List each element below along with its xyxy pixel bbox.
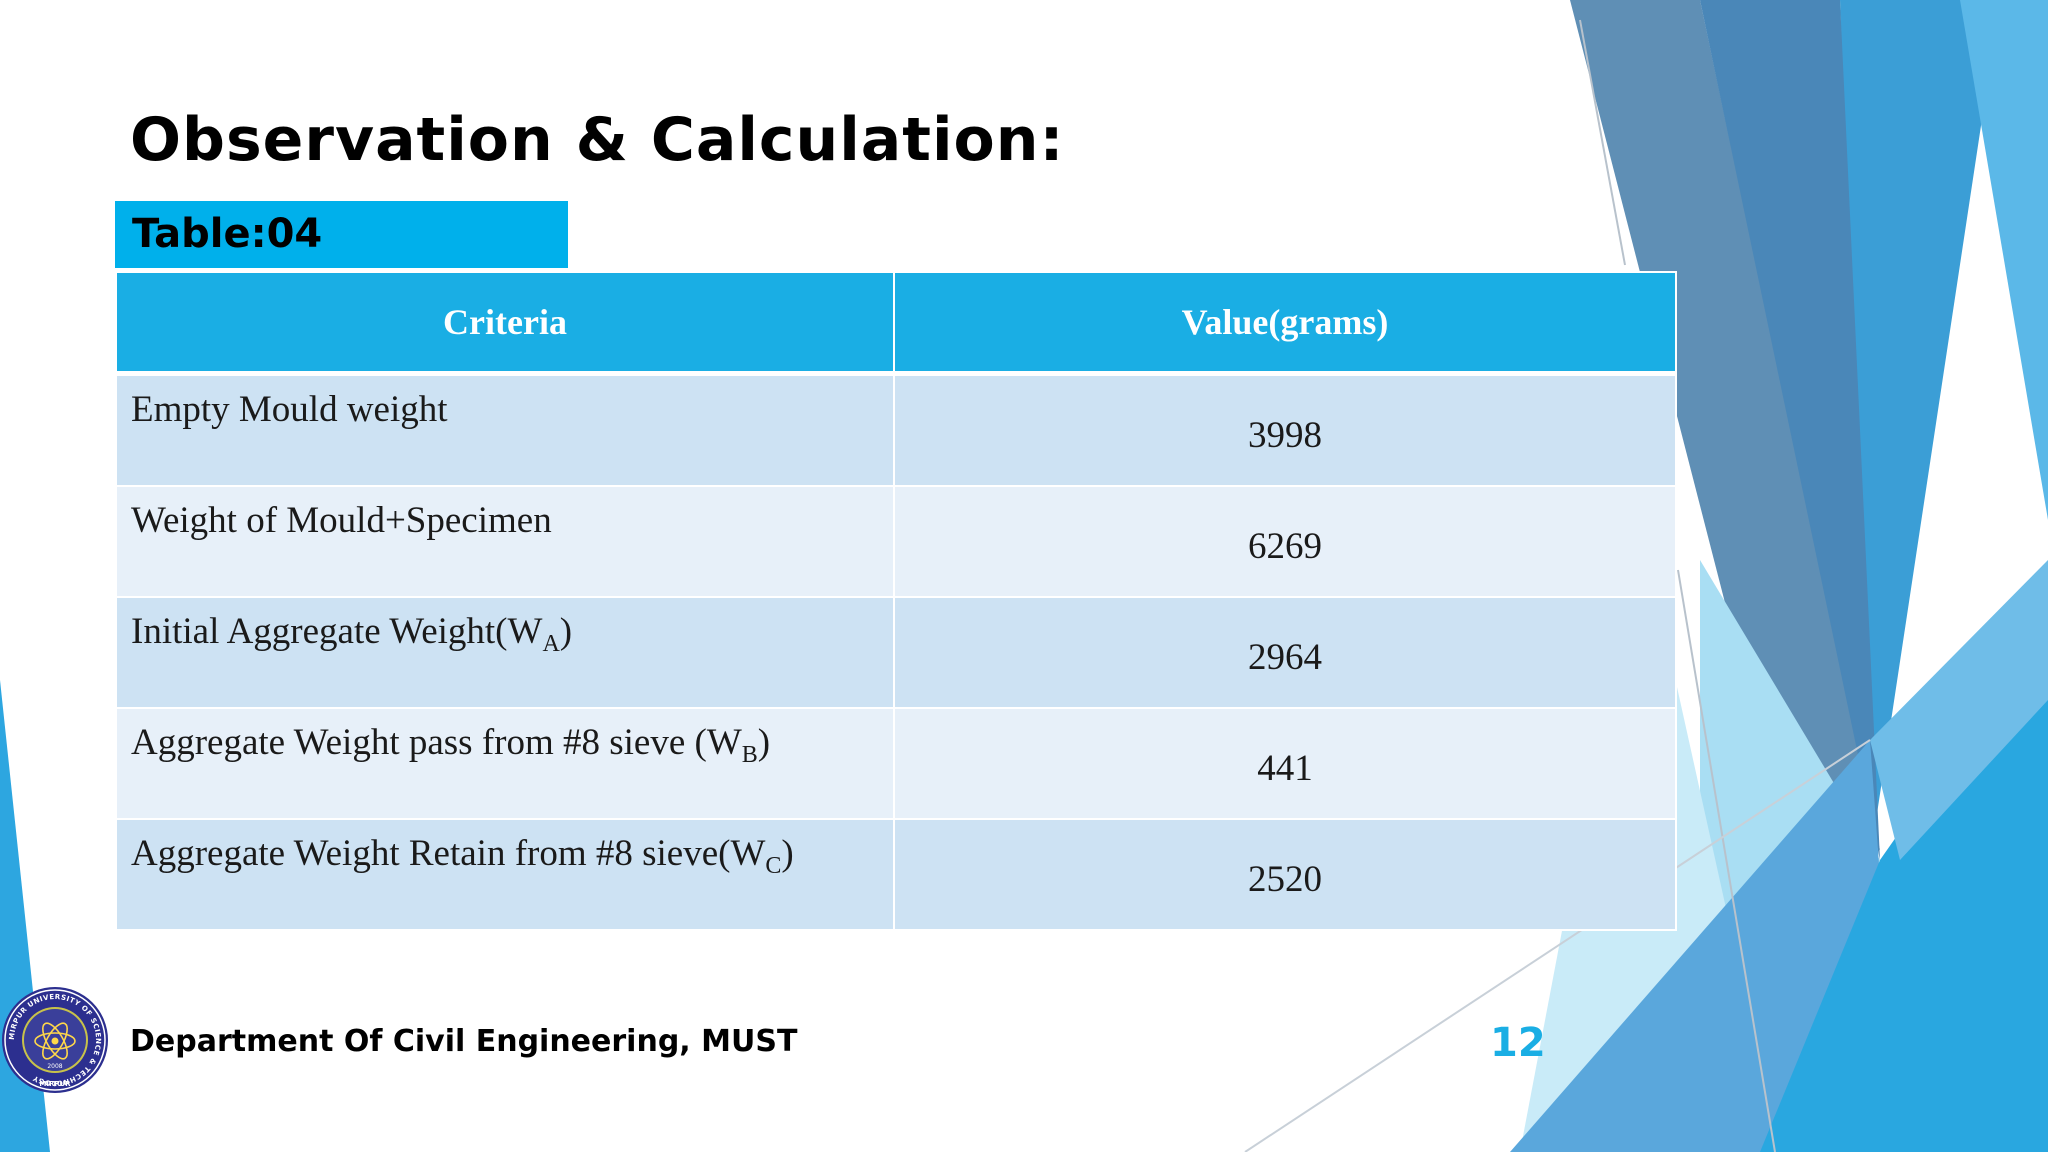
university-logo: MIRPUR UNIVERSITY OF SCIENCE & TECHNOLOG… [2,987,108,1093]
page-number: 12 [1490,1020,1546,1066]
footer-department: Department Of Civil Engineering, MUST [130,1024,798,1059]
criteria-cell: Initial Aggregate Weight(WA) [115,596,895,709]
logo-bottom-text: MIRPUR [39,1080,71,1088]
criteria-text: Aggregate Weight pass from #8 sieve (W [131,722,742,763]
criteria-cell: Weight of Mould+Specimen [115,485,895,598]
logo-year: 2008 [47,1063,62,1070]
atom-icon [34,1022,76,1060]
slide-title: Observation & Calculation: [130,105,1065,175]
criteria-subscript: C [765,853,782,879]
table-row: Empty Mould weight 3998 [115,372,1677,487]
criteria-subscript: B [741,742,758,768]
criteria-text: Initial Aggregate Weight(W [131,611,543,652]
criteria-text: Aggregate Weight Retain from #8 sieve(W [131,833,766,874]
value-cell: 6269 [893,485,1677,598]
observation-table: Criteria Value(grams) Empty Mould weight… [115,271,1677,931]
table-row: Weight of Mould+Specimen 6269 [115,485,1677,598]
criteria-subscript: A [542,631,560,657]
table-header-row: Criteria Value(grams) [115,271,1677,376]
table-tag: Table:04 [115,201,568,268]
value-cell: 3998 [893,372,1677,487]
value-cell: 441 [893,707,1677,820]
value-cell: 2964 [893,596,1677,709]
header-criteria: Criteria [115,271,895,376]
criteria-close: ) [559,611,573,652]
table-row: Aggregate Weight Retain from #8 sieve(WC… [115,818,1677,931]
criteria-close: ) [781,833,794,874]
criteria-close: ) [757,722,771,763]
table-row: Initial Aggregate Weight(WA) 2964 [115,596,1677,709]
header-value: Value(grams) [893,271,1677,376]
criteria-cell: Aggregate Weight Retain from #8 sieve(WC… [115,818,895,931]
value-cell: 2520 [893,818,1677,931]
criteria-cell: Aggregate Weight pass from #8 sieve (WB) [115,707,895,820]
table-row: Aggregate Weight pass from #8 sieve (WB)… [115,707,1677,820]
criteria-cell: Empty Mould weight [115,372,895,487]
